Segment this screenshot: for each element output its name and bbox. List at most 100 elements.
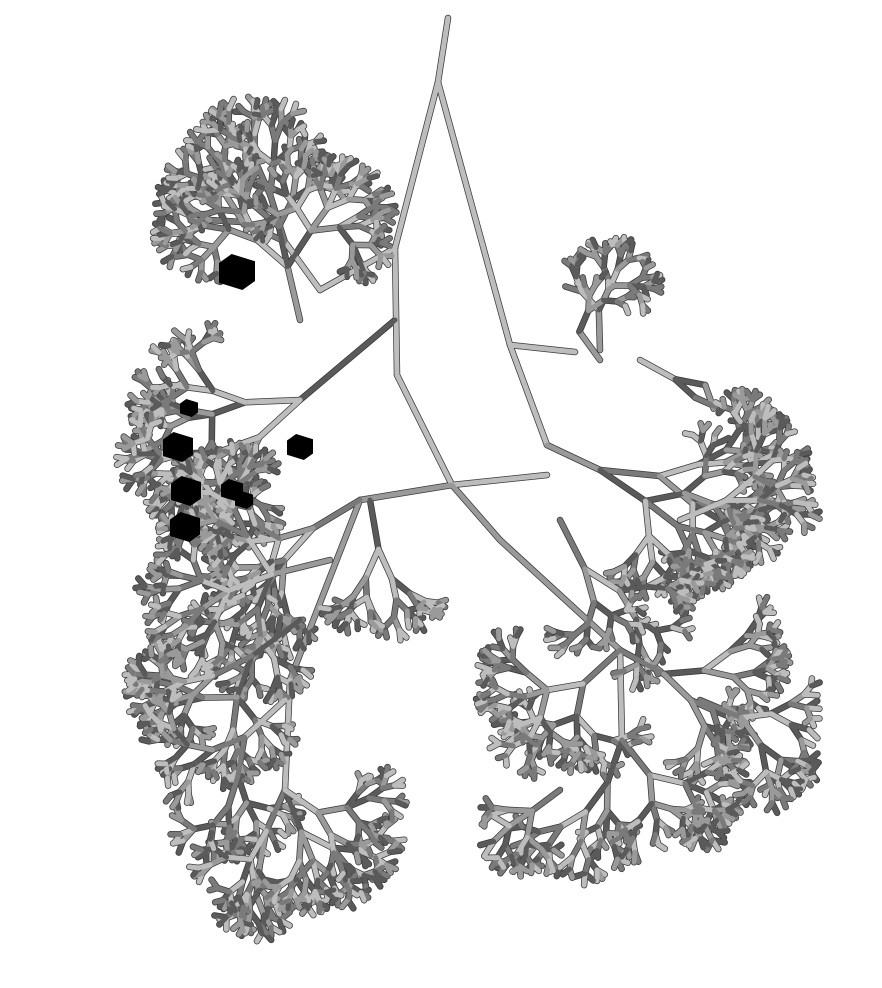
branch-segment bbox=[224, 151, 225, 160]
branch-segment bbox=[208, 197, 216, 199]
branch-segment bbox=[116, 457, 126, 458]
branch-segment bbox=[187, 332, 189, 341]
branch-segment bbox=[138, 656, 139, 664]
branch-segment bbox=[198, 272, 201, 280]
branch-segment bbox=[281, 735, 284, 743]
branch-segment bbox=[202, 449, 205, 458]
branch-segment bbox=[140, 415, 141, 425]
branch-segment bbox=[620, 650, 622, 740]
branch-segment bbox=[270, 469, 278, 472]
branch-segment bbox=[196, 129, 206, 131]
branch-segment bbox=[213, 771, 216, 778]
branch-segment bbox=[161, 196, 164, 203]
branch-segment bbox=[287, 149, 291, 155]
branch-segment bbox=[218, 106, 221, 116]
branch-segment bbox=[242, 624, 243, 633]
branch-segment bbox=[156, 213, 164, 214]
branch-segment bbox=[134, 408, 141, 410]
branch-segment bbox=[272, 162, 279, 164]
branch-segment bbox=[203, 595, 205, 602]
branch-segment bbox=[261, 485, 268, 488]
branch-segment bbox=[239, 133, 240, 140]
branch-segment bbox=[274, 658, 278, 677]
branch-segment bbox=[148, 631, 155, 632]
branch-segment bbox=[188, 462, 191, 473]
branch-segment bbox=[266, 235, 270, 241]
branch-segment bbox=[239, 163, 241, 170]
branch-segment bbox=[339, 226, 359, 227]
branch-segment bbox=[250, 538, 279, 541]
branch-segment bbox=[156, 585, 164, 586]
branch-segment bbox=[369, 176, 377, 178]
branch-segment bbox=[151, 605, 158, 607]
branch-segment bbox=[329, 157, 330, 165]
branch-segment bbox=[257, 609, 260, 639]
branch-segment bbox=[395, 248, 397, 375]
branch-segment bbox=[250, 168, 256, 172]
branch-segment bbox=[269, 597, 275, 601]
branch-segment bbox=[168, 178, 176, 179]
branch-segment bbox=[259, 181, 266, 184]
branch-segment bbox=[163, 538, 171, 541]
branch-segment bbox=[266, 110, 273, 113]
branch-segment bbox=[381, 210, 388, 213]
branch-segment bbox=[278, 598, 280, 605]
branch-segment bbox=[382, 243, 390, 247]
branch-segment bbox=[304, 159, 306, 167]
branch-segment bbox=[144, 371, 146, 379]
branch-segment bbox=[218, 172, 224, 176]
branch-segment bbox=[185, 249, 190, 254]
branch-segment bbox=[340, 269, 347, 272]
branch-segment bbox=[379, 256, 381, 267]
branch-segment bbox=[273, 525, 277, 532]
branch-segment bbox=[198, 178, 201, 189]
branch-segment bbox=[256, 100, 257, 107]
branch-segment bbox=[123, 476, 134, 480]
branch-segment bbox=[218, 683, 228, 684]
branch-segment bbox=[201, 736, 202, 744]
branch-segment bbox=[256, 185, 263, 187]
branch-segment bbox=[183, 267, 191, 269]
branch-segment bbox=[236, 667, 243, 670]
branch-segment bbox=[175, 212, 176, 222]
branch-segment bbox=[382, 194, 392, 197]
branch-segment bbox=[196, 508, 197, 517]
branch-segment bbox=[161, 358, 168, 359]
branch-segment bbox=[229, 689, 237, 691]
branch-segment bbox=[213, 338, 221, 340]
branch-segment bbox=[216, 566, 217, 574]
branch-segment bbox=[245, 400, 300, 402]
branch-segment bbox=[139, 592, 148, 594]
branch-segment bbox=[223, 779, 224, 789]
branch-segment bbox=[172, 242, 180, 245]
branch-segment bbox=[190, 214, 197, 217]
branch-segment bbox=[316, 141, 324, 142]
branch-segment bbox=[229, 168, 232, 175]
branch-segment bbox=[191, 220, 199, 222]
branch-segment bbox=[190, 638, 197, 639]
branch-segment bbox=[151, 421, 160, 424]
branch-segment bbox=[133, 705, 143, 706]
branch-segment bbox=[362, 169, 368, 173]
branch-segment bbox=[174, 331, 179, 336]
branch-segment bbox=[232, 444, 233, 453]
branch-segment bbox=[166, 563, 169, 571]
branch-segment bbox=[140, 681, 149, 683]
branch-segment bbox=[302, 128, 305, 134]
branch-segment bbox=[301, 142, 305, 149]
branch-segment bbox=[203, 697, 238, 698]
branch-segment bbox=[262, 107, 263, 115]
branch-segment bbox=[258, 750, 262, 758]
branch-segment bbox=[244, 482, 251, 485]
branch-segment bbox=[218, 623, 237, 625]
branch-segment bbox=[161, 614, 165, 620]
branch-segment bbox=[136, 474, 143, 476]
branch-segment bbox=[276, 521, 283, 524]
branch-segment bbox=[148, 392, 150, 399]
branch-segment bbox=[286, 170, 294, 172]
branch-segment bbox=[312, 159, 313, 166]
branch-segment bbox=[159, 369, 163, 377]
branch-segment bbox=[291, 684, 292, 696]
